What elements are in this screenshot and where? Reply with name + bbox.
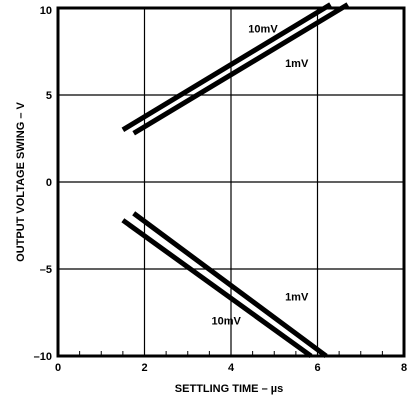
curve-label: 10mV — [248, 23, 278, 35]
y-tick-label: 10 — [40, 5, 52, 17]
x-tick-label: 2 — [141, 362, 147, 374]
y-tick-label: –10 — [34, 351, 52, 363]
series-line — [121, 218, 313, 359]
y-tick-label: 5 — [46, 90, 52, 102]
curve-label: 1mV — [285, 58, 309, 70]
y-tick-label: –5 — [40, 264, 52, 276]
curve-labels: 10mV 1mV 1mV 10mV — [212, 23, 309, 327]
series-line — [121, 2, 332, 132]
plot-frame — [56, 6, 406, 358]
series-line — [132, 211, 328, 359]
series-line — [132, 2, 350, 136]
curve-label: 10mV — [212, 316, 242, 328]
x-tick-label: 0 — [55, 362, 61, 374]
series-group — [121, 2, 350, 359]
x-tick-label: 8 — [401, 362, 407, 374]
y-tick-label: 0 — [46, 177, 52, 189]
curve-label: 1mV — [285, 291, 309, 303]
tick-labels: 0 2 4 6 8 10 5 0 –5 –10 — [34, 5, 407, 374]
y-axis-label: OUTPUT VOLTAGE SWING – V — [15, 101, 27, 261]
x-axis-label: SETTLING TIME – µs — [175, 383, 283, 395]
x-tick-label: 4 — [228, 362, 235, 374]
x-tick-label: 6 — [314, 362, 320, 374]
grid-lines — [57, 7, 405, 357]
